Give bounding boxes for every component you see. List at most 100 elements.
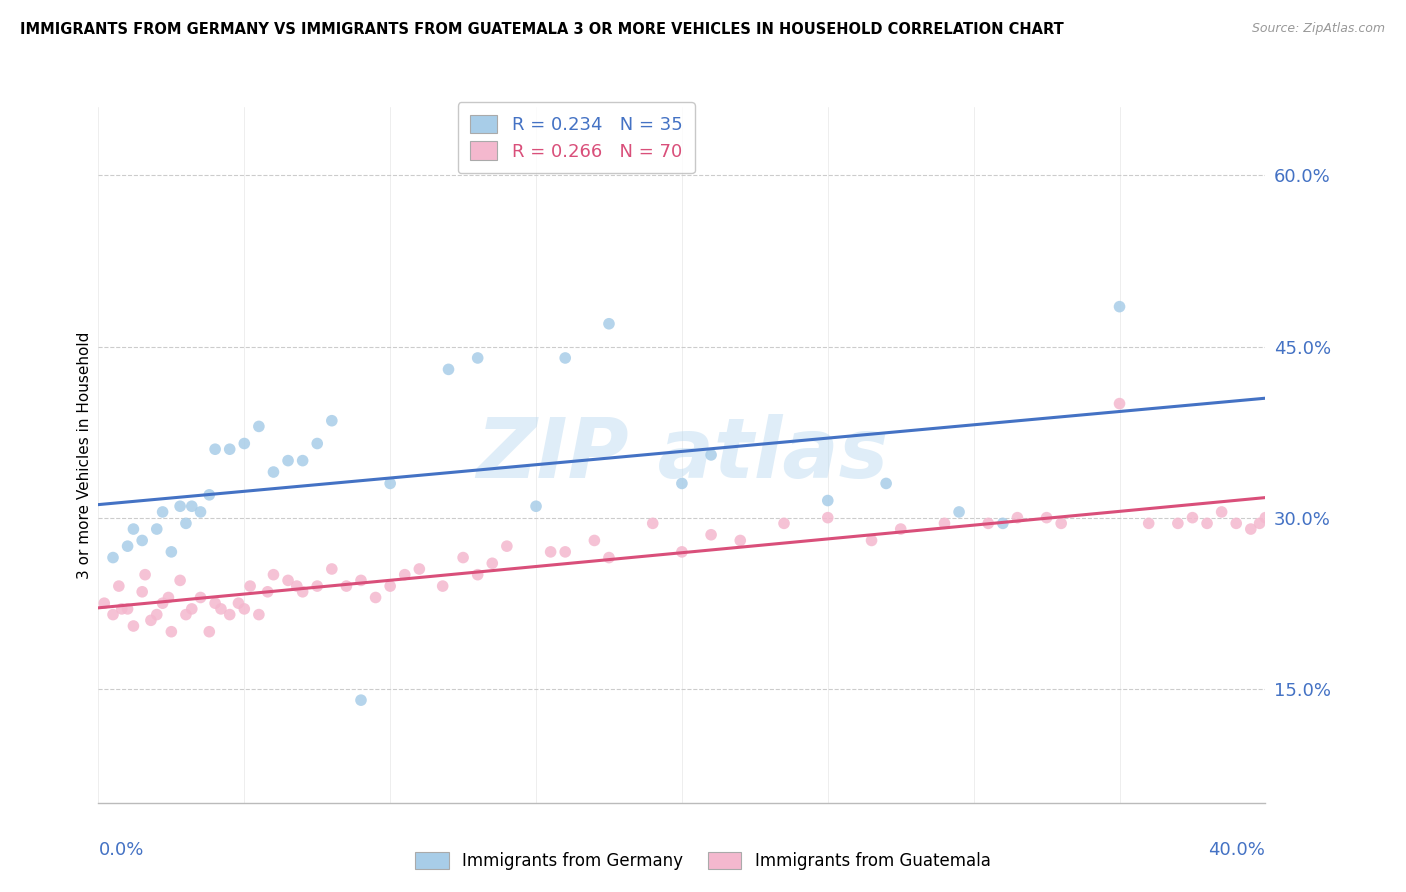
Point [554,545,576,559]
Point [1254,510,1277,524]
Point [700,448,723,462]
Point [131,533,153,548]
Point [432,579,454,593]
Point [101,550,124,565]
Point [291,453,314,467]
Point [1249,516,1271,531]
Legend: Immigrants from Germany, Immigrants from Guatemala: Immigrants from Germany, Immigrants from… [409,845,997,877]
Point [1225,516,1247,531]
Text: 0.0%: 0.0% [98,841,143,859]
Point [991,516,1014,531]
Point [335,579,357,593]
Point [1195,516,1218,531]
Y-axis label: 3 or more Vehicles in Household: 3 or more Vehicles in Household [77,331,91,579]
Point [160,545,183,559]
Point [554,351,576,365]
Point [1137,516,1160,531]
Point [773,516,796,531]
Point [146,607,169,622]
Text: Source: ZipAtlas.com: Source: ZipAtlas.com [1251,22,1385,36]
Point [277,453,299,467]
Point [1181,510,1204,524]
Point [451,550,474,565]
Point [1167,516,1189,531]
Point [671,545,693,559]
Point [169,500,191,514]
Point [598,317,620,331]
Point [101,607,124,622]
Point [131,584,153,599]
Point [467,351,489,365]
Point [169,574,191,588]
Point [209,602,232,616]
Point [117,602,139,616]
Point [122,522,145,536]
Point [122,619,145,633]
Point [93,596,115,610]
Point [481,556,503,570]
Point [1108,396,1130,410]
Point [285,579,308,593]
Point [262,567,284,582]
Point [218,607,240,622]
Point [262,465,284,479]
Point [540,545,562,559]
Point [152,505,174,519]
Point [160,624,183,639]
Point [277,574,299,588]
Point [307,579,329,593]
Point [495,539,517,553]
Point [307,436,329,450]
Point [394,567,416,582]
Point [524,500,547,514]
Text: 40.0%: 40.0% [1209,841,1265,859]
Point [180,602,202,616]
Point [977,516,1000,531]
Point [817,493,839,508]
Point [228,596,250,610]
Point [728,533,751,548]
Point [890,522,912,536]
Text: ZIP atlas: ZIP atlas [475,415,889,495]
Point [934,516,956,531]
Point [321,414,343,428]
Point [598,550,620,565]
Point [111,602,134,616]
Point [204,442,226,457]
Point [152,596,174,610]
Point [437,362,460,376]
Point [350,693,373,707]
Point [1240,522,1263,536]
Point [1035,510,1057,524]
Point [157,591,180,605]
Point [247,607,270,622]
Point [1007,510,1029,524]
Point [641,516,664,531]
Point [467,567,489,582]
Point [117,539,139,553]
Point [321,562,343,576]
Point [198,624,221,639]
Point [860,533,883,548]
Point [350,574,373,588]
Text: IMMIGRANTS FROM GERMANY VS IMMIGRANTS FROM GUATEMALA 3 OR MORE VEHICLES IN HOUSE: IMMIGRANTS FROM GERMANY VS IMMIGRANTS FR… [20,22,1063,37]
Point [190,591,212,605]
Point [875,476,897,491]
Point [204,596,226,610]
Point [700,528,723,542]
Point [1211,505,1233,519]
Point [233,602,256,616]
Point [408,562,430,576]
Point [190,505,212,519]
Point [233,436,256,450]
Point [180,500,202,514]
Point [239,579,262,593]
Point [256,584,278,599]
Point [364,591,387,605]
Point [1108,300,1130,314]
Point [139,613,162,627]
Point [108,579,131,593]
Legend: R = 0.234   N = 35, R = 0.266   N = 70: R = 0.234 N = 35, R = 0.266 N = 70 [457,103,695,173]
Point [948,505,970,519]
Point [671,476,693,491]
